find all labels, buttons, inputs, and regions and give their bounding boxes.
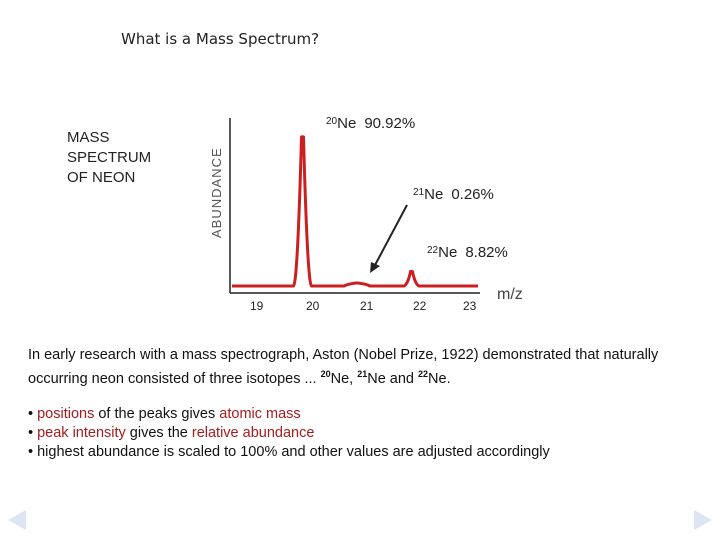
side-label-line: SPECTRUM: [67, 149, 152, 166]
x-tick-label: 22: [413, 299, 427, 313]
bullet-item: • peak intensity gives the relative abun…: [28, 425, 315, 441]
spectrum-trace: [232, 135, 478, 288]
triangle-left-icon[interactable]: [8, 510, 26, 530]
bullet-item: • highest abundance is scaled to 100% an…: [28, 444, 550, 460]
x-tick-label: 23: [463, 299, 477, 313]
bullet-item: • positions of the peaks gives atomic ma…: [28, 406, 301, 422]
side-label-line: OF NEON: [67, 169, 136, 186]
slide-title: What is a Mass Spectrum?: [121, 30, 320, 48]
mass-spectrum-chart: ABUNDANCE m/z 19 20 21 22 23 20Ne 90.92% …: [209, 115, 523, 313]
x-tick-labels: 19 20 21 22 23: [250, 299, 477, 313]
peak-label-ne22: 22Ne 8.82%: [427, 244, 508, 261]
triangle-right-icon[interactable]: [694, 510, 712, 530]
x-tick-label: 20: [306, 299, 320, 313]
intro-paragraph: In early research with a mass spectrogra…: [28, 347, 659, 387]
x-tick-label: 19: [250, 299, 264, 313]
side-label-line: MASS: [67, 129, 110, 146]
spectrum-side-label: MASS SPECTRUM OF NEON: [67, 128, 151, 188]
y-axis-label: ABUNDANCE: [209, 147, 224, 238]
peak-label-ne21: 21Ne 0.26%: [413, 186, 494, 203]
bullet-list: • positions of the peaks gives atomic ma…: [28, 405, 708, 462]
peak-label-ne20: 20Ne 90.92%: [326, 115, 415, 132]
x-axis-label: m/z: [497, 286, 523, 303]
x-tick-label: 21: [360, 299, 374, 313]
arrow-pointer: [370, 204, 408, 273]
